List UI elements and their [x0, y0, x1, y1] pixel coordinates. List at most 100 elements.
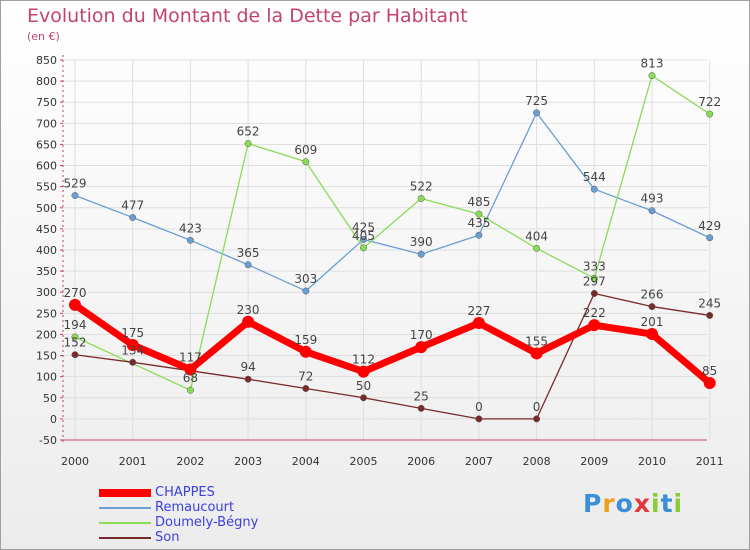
- data-label: 529: [64, 177, 87, 191]
- legend-label: Remaucourt: [155, 500, 235, 515]
- x-tick-label: 2008: [523, 455, 551, 468]
- logo-letter: i: [673, 489, 684, 518]
- legend: CHAPPES Remaucourt Doumely-Bégny Son: [99, 485, 258, 545]
- data-label: 230: [237, 303, 260, 317]
- data-label: 159: [294, 333, 317, 347]
- data-point: [302, 158, 310, 166]
- data-label: 227: [467, 304, 490, 318]
- data-point: [706, 311, 714, 319]
- data-label: 544: [583, 170, 606, 184]
- y-tick-label: 450: [36, 223, 57, 236]
- data-point: [244, 375, 252, 383]
- data-point: [360, 394, 367, 402]
- y-tick-label: 250: [36, 307, 57, 320]
- data-point: [530, 347, 543, 360]
- data-label: 134: [121, 343, 144, 357]
- y-tick-label: 700: [36, 117, 57, 130]
- legend-swatch: [99, 488, 151, 497]
- x-tick-label: 2003: [234, 455, 262, 468]
- x-tick-label: 2010: [638, 455, 666, 468]
- data-label: 175: [121, 326, 144, 340]
- x-tick-label: 2004: [292, 455, 320, 468]
- data-point: [302, 287, 310, 295]
- series-line-0: [71, 301, 714, 387]
- data-label: 50: [356, 379, 371, 393]
- legend-item: Doumely-Bégny: [99, 515, 258, 530]
- data-label: 0: [533, 400, 541, 414]
- y-tick-label: 100: [36, 371, 57, 384]
- data-point: [588, 319, 601, 332]
- series-line-1: [74, 112, 711, 292]
- data-label: 404: [525, 229, 548, 243]
- data-point: [302, 385, 310, 392]
- logo-letter: t: [660, 489, 674, 518]
- legend-item: CHAPPES: [99, 485, 258, 500]
- y-tick-label: 800: [36, 75, 57, 88]
- data-label: 485: [467, 195, 490, 209]
- data-label: 266: [641, 288, 664, 302]
- data-point: [129, 358, 137, 366]
- data-label: 390: [410, 235, 433, 249]
- data-point: [706, 234, 714, 242]
- legend-swatch: [99, 506, 151, 509]
- y-tick-label: 550: [36, 181, 57, 194]
- data-label: 365: [237, 246, 260, 260]
- data-label: 297: [583, 274, 606, 288]
- data-label: 270: [64, 286, 87, 300]
- x-tick-label: 2000: [61, 455, 89, 468]
- y-tick-label: 750: [36, 96, 57, 109]
- x-tick-label: 2005: [350, 455, 378, 468]
- data-point: [475, 210, 483, 218]
- data-point: [357, 365, 370, 378]
- logo-letter: x: [633, 489, 651, 518]
- data-point: [706, 110, 714, 118]
- data-label: 194: [64, 318, 87, 332]
- data-label: 652: [237, 125, 260, 139]
- data-label: 722: [698, 95, 721, 109]
- data-point: [703, 377, 716, 389]
- data-point: [129, 214, 137, 221]
- y-tick-label: 200: [36, 328, 57, 341]
- y-tick-label: 150: [36, 350, 57, 363]
- legend-label: Doumely-Bégny: [155, 515, 259, 530]
- data-point: [71, 333, 79, 341]
- data-label: 493: [641, 192, 664, 206]
- x-tick-label: 2007: [465, 455, 493, 468]
- data-label: 25: [414, 389, 429, 403]
- data-label: 72: [298, 369, 313, 383]
- data-point: [360, 235, 367, 243]
- data-label: 155: [525, 334, 548, 348]
- x-tick-label: 2009: [580, 455, 608, 468]
- data-label: 222: [583, 306, 606, 320]
- x-tick-label: 2011: [696, 455, 724, 468]
- chart-title: Evolution du Montant de la Dette par Hab…: [27, 5, 468, 27]
- legend-item: Son: [99, 530, 258, 545]
- logo-letter: P: [583, 489, 603, 518]
- logo-letter: i: [651, 489, 661, 518]
- data-label: 201: [641, 315, 664, 329]
- data-point: [71, 351, 79, 359]
- y-tick-label: 400: [36, 244, 57, 257]
- y-tick-label: 650: [36, 138, 57, 151]
- data-label: 429: [698, 219, 721, 233]
- data-point: [417, 250, 425, 258]
- data-label: 333: [583, 259, 606, 273]
- data-point: [299, 345, 312, 358]
- data-point: [648, 72, 656, 80]
- data-label: 68: [183, 371, 198, 385]
- data-label: 425: [352, 220, 375, 234]
- x-tick-label: 2001: [119, 455, 147, 468]
- data-label: 303: [294, 272, 317, 286]
- y-tick-label: 850: [36, 54, 57, 67]
- data-label: 245: [698, 296, 721, 310]
- data-point: [360, 244, 367, 252]
- data-point: [417, 195, 425, 202]
- data-point: [533, 415, 541, 423]
- data-point: [417, 404, 425, 412]
- data-point: [184, 363, 197, 376]
- y-tick-label: 350: [36, 265, 57, 278]
- legend-swatch: [99, 536, 151, 539]
- data-point: [475, 231, 483, 239]
